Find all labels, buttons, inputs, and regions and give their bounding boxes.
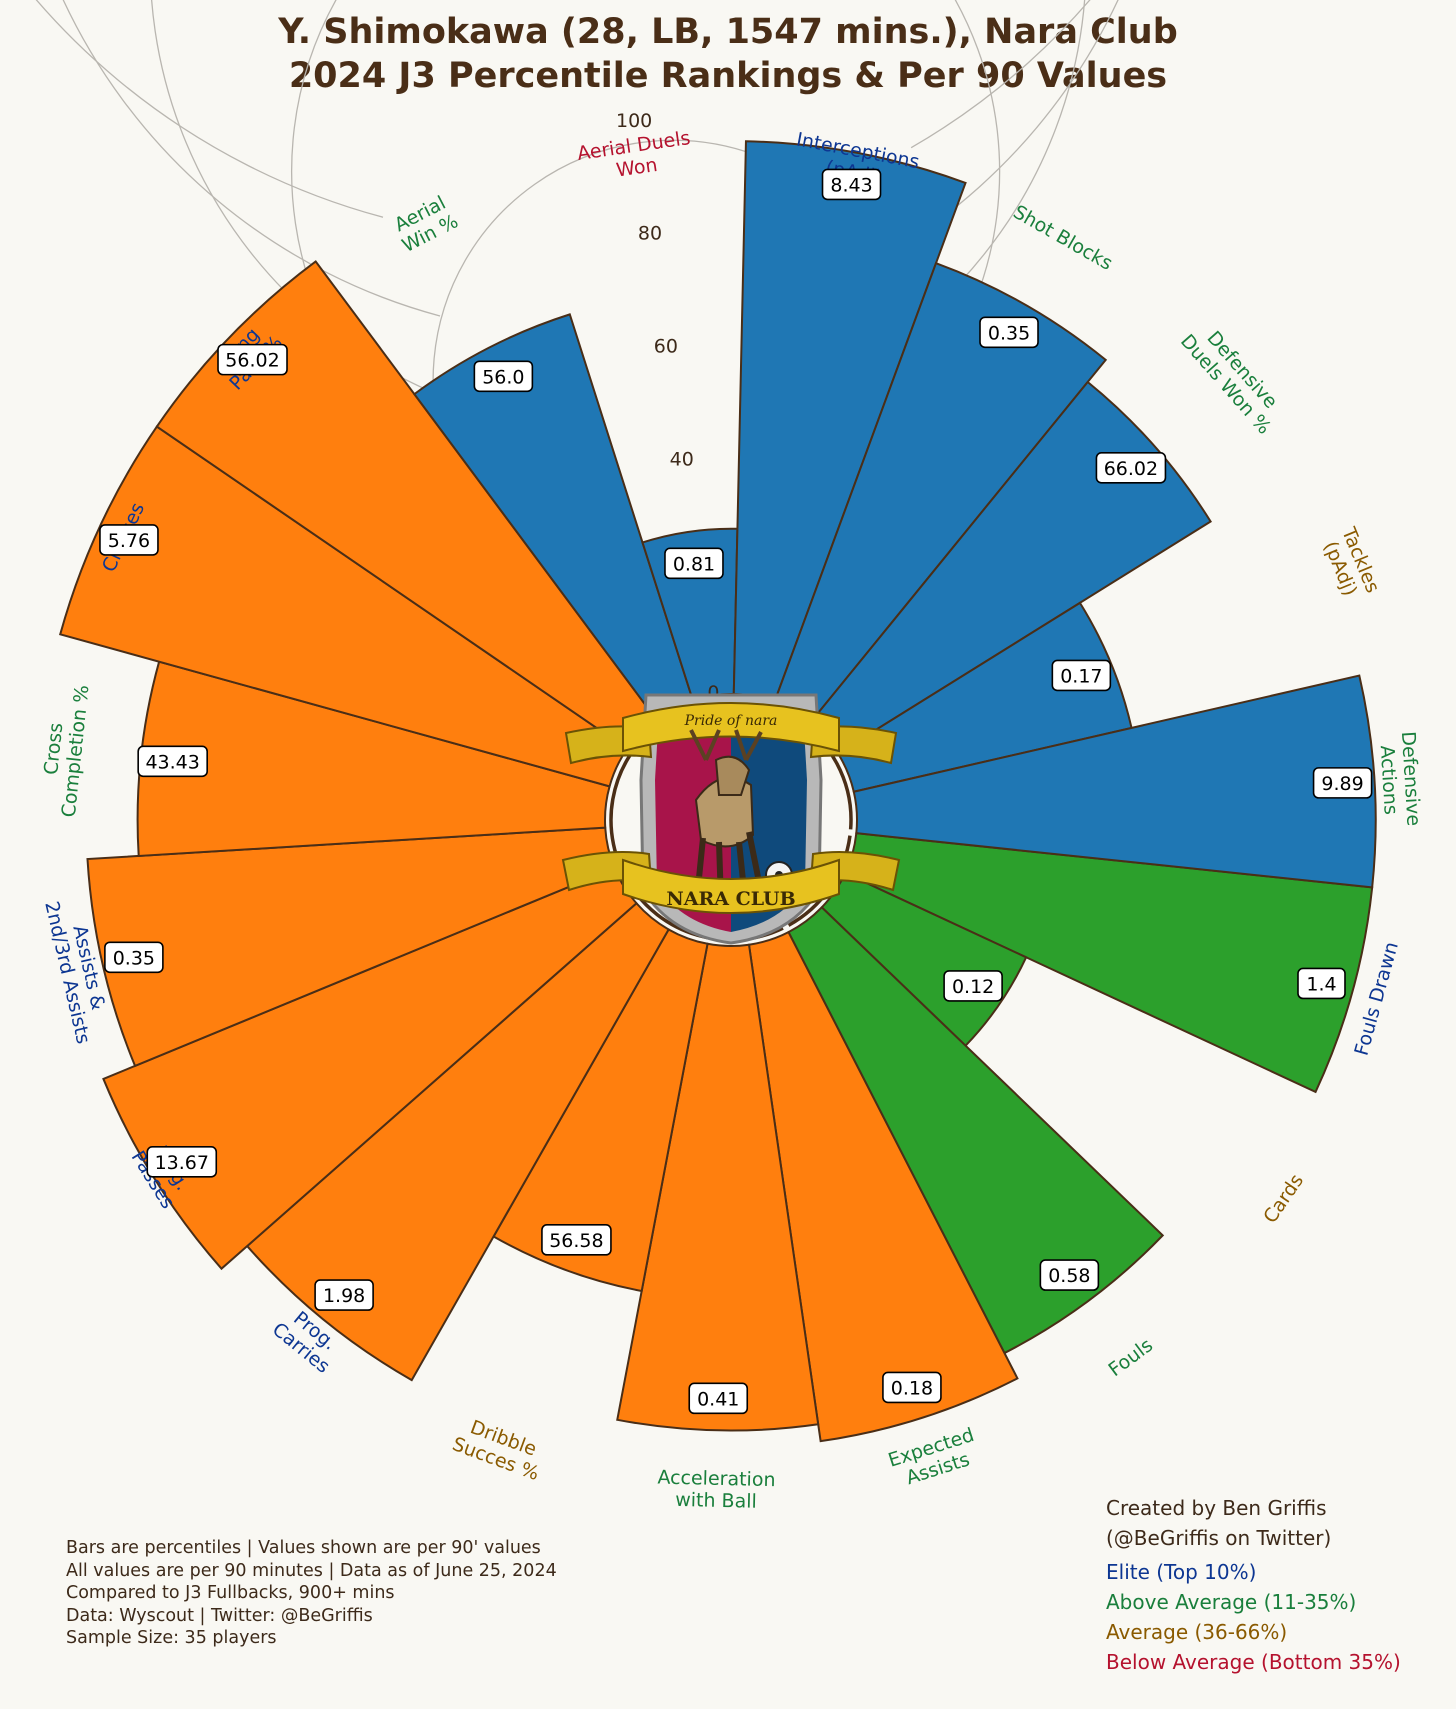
legend-above-average: Above Average (11-35%) — [1106, 1590, 1357, 1614]
value-label: 56.58 — [541, 1224, 612, 1256]
bar-acceleration-with-ball — [616, 942, 820, 1432]
value-label-text: 0.35 — [988, 322, 1030, 344]
value-label-text: 66.02 — [1104, 458, 1158, 480]
metric-label-acceleration-with-ball: Accelerationwith Ball — [657, 1467, 776, 1514]
value-label-text: 0.35 — [113, 947, 155, 969]
value-label: 0.35 — [979, 316, 1039, 349]
legend-below-average: Below Average (Bottom 35%) — [1106, 1650, 1401, 1674]
value-label-text: 0.12 — [952, 976, 994, 998]
value-label-text: 0.58 — [1048, 1265, 1090, 1287]
nara-club-crest-icon: Pride of nara NARA CLUB — [561, 693, 901, 945]
value-label-text: 0.81 — [673, 553, 715, 575]
credit-line-1: Created by Ben Griffis — [1106, 1496, 1327, 1520]
footnote-line-2: All values are per 90 minutes | Data as … — [66, 1560, 557, 1581]
metric-label-defensive-duels-won: DefensiveDuels Won % — [1176, 316, 1292, 439]
value-label: 8.43 — [821, 168, 882, 201]
value-label: 0.81 — [664, 547, 724, 580]
value-label-text: 0.41 — [697, 1388, 739, 1410]
value-label: 0.12 — [943, 970, 1003, 1002]
value-label-text: 1.98 — [323, 1285, 365, 1307]
bar-crosses — [58, 425, 629, 788]
bar-prog-carries — [245, 901, 670, 1382]
value-label: 9.89 — [1312, 767, 1373, 799]
value-label: 5.76 — [99, 524, 159, 556]
tick-label: 40 — [670, 448, 694, 470]
value-label-text: 0.18 — [891, 1377, 933, 1399]
metric-label-dribble-succes: DribbleSucces % — [449, 1412, 549, 1485]
value-label: 0.17 — [1051, 659, 1112, 692]
chart-title-line-1: Y. Shimokawa (28, LB, 1547 mins.), Nara … — [278, 12, 1178, 52]
value-label: 56.02 — [217, 343, 288, 376]
value-label: 43.43 — [137, 745, 208, 778]
value-label-text: 56.0 — [482, 366, 524, 388]
value-label-text: 1.4 — [1306, 973, 1336, 995]
bar-assists-2nd-3rd-assists — [86, 826, 616, 1068]
footnote-line-4: Data: Wyscout | Twitter: @BeGriffis — [66, 1605, 373, 1626]
value-labels: 1.4 0.12 0.58 0.18 0.41 56.58 1.98 13.67 0.35 43.… — [99, 168, 1373, 1415]
metric-label-cross-completion: CrossCompletion % — [36, 682, 94, 819]
metric-label-cards: Cards — [1259, 1170, 1308, 1227]
footnotes: Bars are percentiles | Values shown are … — [66, 1537, 557, 1650]
value-label-text: 56.02 — [225, 350, 279, 372]
credit-line-2: (@BeGriffis on Twitter) — [1106, 1526, 1332, 1550]
bar-cross-completion — [136, 660, 611, 858]
crest-banner-top: Pride of nara — [684, 713, 778, 729]
gridline-60 — [150, 0, 1086, 416]
bar-dribble-succes — [492, 928, 709, 1293]
legend-elite: Elite (Top 10%) — [1106, 1560, 1257, 1584]
value-label-text: 5.76 — [108, 530, 150, 552]
value-label: 1.4 — [1297, 967, 1346, 1000]
footnote-line-1: Bars are percentiles | Values shown are … — [66, 1538, 541, 1558]
footnote-line-3: Compared to J3 Fullbacks, 900+ mins — [66, 1583, 395, 1603]
value-label: 66.02 — [1095, 452, 1167, 484]
tick-label: 100 — [616, 110, 652, 132]
value-label-text: 0.17 — [1060, 665, 1102, 687]
chart-title-line-2: 2024 J3 Percentile Rankings & Per 90 Val… — [288, 56, 1168, 96]
value-label: 0.41 — [688, 1382, 749, 1415]
gridline-100 — [35, 0, 1091, 218]
value-label: 0.18 — [882, 1371, 942, 1404]
metric-label-expected-assists: ExpectedAssists — [886, 1424, 984, 1493]
tick-label: 80 — [638, 223, 662, 245]
tick-label: 60 — [654, 336, 678, 358]
value-label-text: 13.67 — [155, 1152, 209, 1174]
bars-layer — [58, 140, 1377, 1443]
value-label-text: 43.43 — [145, 751, 199, 773]
bar-defensive-actions — [852, 674, 1377, 889]
metric-label-aerial-win: AerialWin % — [389, 191, 462, 257]
bar-expected-assists — [747, 930, 1019, 1443]
chart-title: Y. Shimokawa (28, LB, 1547 mins.), Nara … — [0, 10, 1456, 98]
metric-label-shot-blocks: Shot Blocks — [1009, 201, 1116, 275]
value-label: 13.67 — [146, 1145, 218, 1178]
metric-label-defensive-actions: DefensiveActions — [1375, 731, 1425, 828]
value-label-text: 9.89 — [1321, 773, 1363, 795]
value-label: 0.58 — [1039, 1259, 1100, 1291]
legend-average: Average (36-66%) — [1106, 1620, 1288, 1644]
value-label-text: 56.58 — [549, 1230, 603, 1252]
metric-label-fouls: Fouls — [1104, 1334, 1157, 1381]
value-label: 56.0 — [473, 360, 534, 393]
value-label: 1.98 — [314, 1279, 374, 1311]
metric-label-aerial-duels-won: Aerial DuelsWon — [576, 127, 695, 187]
credit-and-legend: Created by Ben Griffis (@BeGriffis on Tw… — [1106, 1493, 1401, 1677]
footnote-line-5: Sample Size: 35 players — [66, 1628, 277, 1648]
metric-label-tackles-padj: Tackles(pAdj) — [1317, 524, 1384, 605]
bar-fouls — [787, 905, 1165, 1355]
value-label-text: 8.43 — [830, 174, 872, 196]
value-label: 0.35 — [104, 941, 164, 974]
crest-banner-bottom: NARA CLUB — [666, 888, 795, 910]
